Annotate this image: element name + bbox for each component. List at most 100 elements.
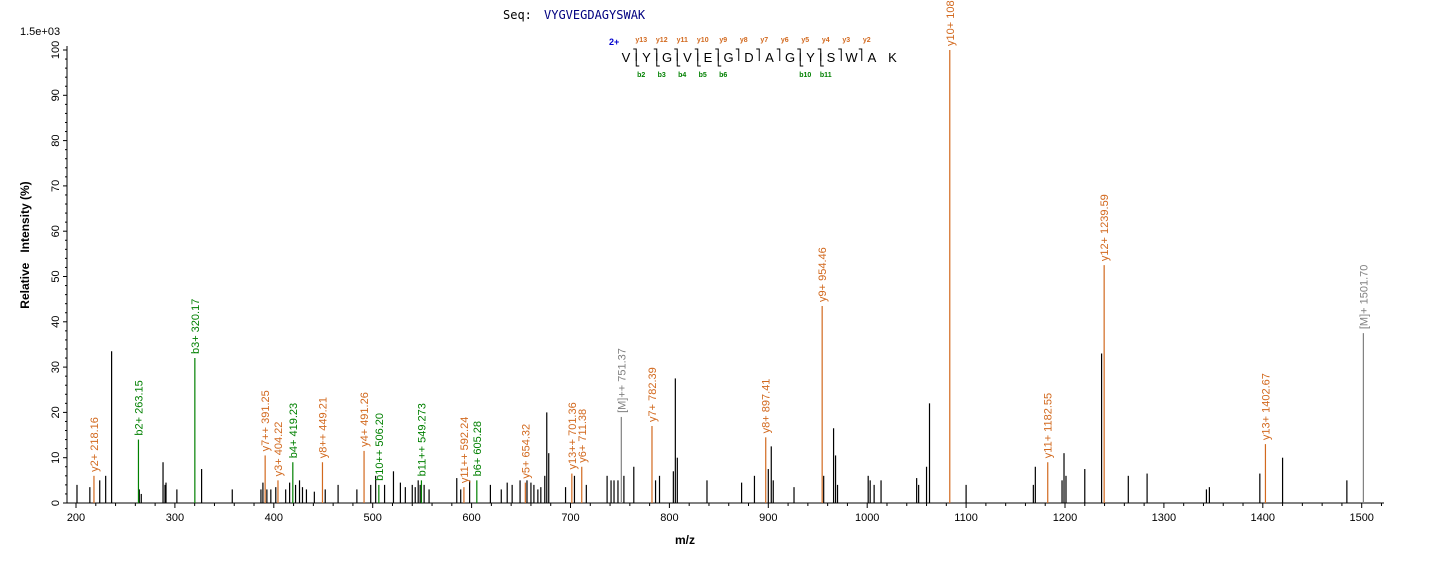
x-tick-label: 1100: [954, 512, 978, 524]
x-tick-label: 600: [462, 512, 480, 524]
y-ion-peak-label: y8++ 449.21: [317, 397, 329, 458]
y-ion-peak-label: y12+ 1239.59: [1099, 194, 1111, 261]
y-ion-index-label: y10: [697, 37, 709, 44]
sequence-residue: V: [622, 50, 631, 65]
sequence-residue: V: [683, 50, 692, 65]
b-ion-cleavage-marker: [635, 53, 640, 67]
y-ion-peak-label: y2+ 218.16: [89, 417, 101, 472]
y-ion-cleavage-marker: [756, 48, 760, 61]
b-ion-cleavage-marker: [717, 53, 722, 67]
b-ion-peak-label: b11++ 549.273: [416, 403, 428, 476]
y-tick-label: 20: [50, 406, 62, 418]
b-ion-index-label: b3: [658, 72, 666, 79]
b-ion-peak-label: b6+ 605.28: [472, 421, 484, 476]
b-ion-cleavage-marker: [676, 53, 681, 67]
y-ion-index-label: y7: [760, 37, 768, 44]
y-ion-index-label: y3: [842, 37, 850, 44]
b-ion-peak-label: b4+ 419.23: [288, 403, 300, 458]
y-ion-index-label: y8: [740, 37, 748, 44]
x-tick-label: 1400: [1251, 512, 1275, 524]
y-ion-peak-label: y11++ 592.24: [459, 417, 471, 483]
y-ion-peak-label: y4+ 491.26: [359, 392, 371, 447]
y-ion-cleavage-marker: [838, 48, 842, 61]
x-tick-label: 1500: [1349, 512, 1373, 524]
x-tick-label: 900: [759, 512, 777, 524]
y-tick-label: 40: [50, 316, 62, 328]
y-ion-peak-label: y5+ 654.32: [520, 424, 532, 479]
y-ion-peak-label: y8+ 897.41: [761, 379, 773, 434]
y-ion-cleavage-marker: [735, 48, 740, 61]
sequence-residue: Y: [806, 50, 815, 65]
y-tick-label: 60: [50, 225, 62, 237]
b-ion-cleavage-marker: [799, 53, 804, 67]
x-tick-label: 1300: [1152, 512, 1176, 524]
M-ion-peak-label: [M]++ 751.37: [616, 348, 628, 413]
x-tick-label: 400: [265, 512, 283, 524]
y-ion-cleavage-marker: [858, 48, 863, 61]
b-ion-index-label: b6: [719, 72, 727, 79]
sequence-residue: D: [744, 50, 753, 65]
x-axis-title: m/z: [675, 533, 695, 547]
sequence-caption-value: VYGVEGDAGYSWAK: [544, 8, 646, 22]
sequence-residue: G: [723, 50, 733, 65]
b-ion-cleavage-marker: [820, 53, 824, 67]
b-ion-index-label: b11: [820, 72, 832, 79]
y-ion-peak-label: y11+ 1182.55: [1043, 393, 1055, 458]
sequence-residue: S: [827, 50, 836, 65]
charge-state-label: 2+: [609, 37, 619, 47]
b-ion-cleavage-marker: [656, 53, 660, 67]
sequence-residue: G: [785, 50, 795, 65]
b-ion-index-label: b4: [678, 72, 686, 79]
y-ion-peak-label: y7+ 782.39: [647, 367, 659, 422]
y-tick-label: 70: [50, 180, 62, 192]
y-tick-label: 100: [50, 41, 62, 59]
x-tick-label: 800: [660, 512, 678, 524]
y-ion-peak-label: y3+ 404.22: [273, 422, 285, 477]
x-tick-label: 200: [67, 512, 85, 524]
sequence-residue: K: [888, 50, 897, 65]
sequence-residue: W: [845, 50, 858, 65]
y-ion-index-label: y11: [677, 37, 688, 44]
sequence-residue: Y: [642, 50, 651, 65]
y-ion-peak-label: y9+ 954.46: [817, 247, 829, 302]
b-ion-peak-label: b3+ 320.17: [190, 299, 202, 354]
y-ion-index-label: y5: [801, 37, 809, 44]
y-tick-label: 0: [50, 500, 62, 506]
y-ion-cleavage-marker: [776, 48, 781, 61]
M-ion-peak-label: [M]+ 1501.70: [1358, 265, 1370, 330]
sequence-residue: G: [662, 50, 672, 65]
sequence-residue: A: [765, 50, 774, 65]
b-ion-index-label: b2: [637, 72, 645, 79]
x-tick-label: 1200: [1053, 512, 1077, 524]
y-ion-index-label: y6: [781, 37, 789, 44]
y-ion-index-label: y2: [863, 37, 871, 44]
sequence-caption-label: Seq:: [503, 8, 532, 22]
y-ion-index-label: y12: [656, 37, 668, 44]
x-tick-label: 700: [561, 512, 579, 524]
y-ion-peak-label: y13++ 701.36: [567, 402, 579, 469]
b-ion-peak-label: b10++ 506.20: [374, 413, 386, 481]
y-tick-label: 10: [50, 452, 62, 464]
y-ion-peak-label: y6+ 711.38: [577, 409, 589, 463]
y-ion-index-label: y13: [635, 37, 647, 44]
b-ion-peak-label: b2+ 263.15: [133, 380, 145, 435]
y-tick-label: 80: [50, 134, 62, 146]
y-tick-label: 50: [50, 270, 62, 282]
y-tick-label: 90: [50, 89, 62, 101]
y-ion-index-label: y4: [822, 37, 830, 44]
y-scale-max-label: 1.5e+03: [20, 26, 60, 38]
x-tick-label: 300: [166, 512, 184, 524]
b-ion-index-label: b10: [799, 72, 811, 79]
b-ion-index-label: b5: [699, 72, 707, 79]
y-axis-title: Relative Intensity (%): [18, 181, 32, 308]
y-ion-peak-label: y13+ 1402.67: [1260, 373, 1272, 440]
y-ion-index-label: y9: [719, 37, 727, 44]
y-ion-peak-label: y10+ 1083.50: [945, 0, 957, 46]
y-ion-peak-label: y7++ 391.25: [260, 390, 272, 451]
x-tick-label: 500: [364, 512, 382, 524]
x-tick-label: 1000: [855, 512, 879, 524]
plot-area: 0 10 20 30 40 50 60 70 80 90 100 200 300 400 500 600 700…: [50, 0, 1384, 524]
sequence-residue: A: [868, 50, 877, 65]
